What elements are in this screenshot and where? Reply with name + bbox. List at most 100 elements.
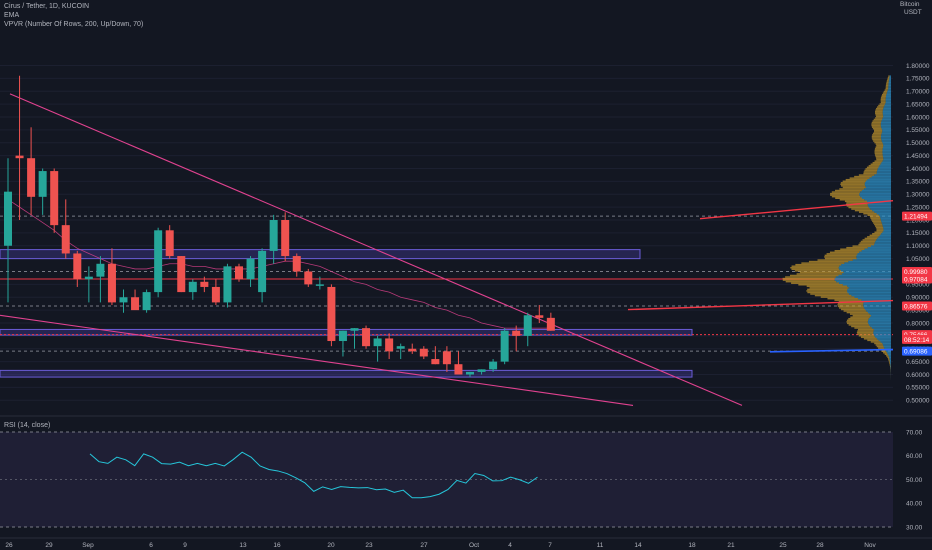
vpvr-bar-down (888, 358, 890, 360)
price-tick-label: 0.80000 (906, 320, 930, 327)
vpvr-bar-up (883, 344, 891, 346)
candle-body (4, 191, 12, 246)
vpvr-bar-down (824, 254, 857, 257)
candle-body (142, 292, 151, 311)
vpvr-bar-up (887, 89, 891, 91)
vpvr-bar-down (883, 90, 888, 93)
candle-body (431, 359, 440, 365)
vpvr-bar-up (889, 78, 891, 81)
vpvr-bar-down (867, 236, 879, 238)
candle (258, 248, 267, 303)
candle (454, 351, 463, 375)
candle-body (200, 281, 209, 287)
vpvr-bar-up (872, 209, 891, 212)
symbol-legend[interactable]: Cirus / Tether, 1D, KUCOIN (4, 3, 90, 10)
ray-line (699, 199, 894, 220)
vpvr-bar-up (887, 90, 891, 93)
ema-legend[interactable]: EMA (4, 12, 20, 19)
candle (188, 279, 197, 300)
candle (131, 289, 140, 311)
vpvr-bar-up (867, 311, 891, 314)
time-tick-label: 21 (727, 542, 735, 549)
price-tag-label: 0.86576 (904, 303, 928, 310)
vpvr-bar-down (864, 237, 878, 240)
rsi-tick-label: 40.00 (906, 501, 923, 508)
time-tick-label: 4 (508, 542, 512, 549)
price-tick-label: 0.90000 (906, 295, 930, 302)
vpvr-bar-up (865, 185, 891, 187)
vpvr-bar-up (882, 151, 891, 153)
trendlines (0, 93, 894, 406)
vpvr-bar-down (840, 308, 865, 311)
vpvr-bar-down (835, 189, 862, 192)
candle (235, 263, 243, 282)
candle-body (489, 361, 498, 370)
candle (61, 199, 70, 259)
vpvr-bar-up (883, 226, 891, 229)
price-axis: 1.80000 1.75000 1.70000 1.65000 1.60000 1.550… (900, 1, 930, 405)
vpvr-bar-up (864, 188, 891, 190)
vpvr-bar-up (881, 120, 891, 122)
vpvr-bar-up (886, 351, 891, 354)
vpvr-bar-down (839, 188, 865, 190)
time-tick-label: 14 (634, 542, 642, 549)
vpvr-bar-down (880, 101, 886, 104)
candle (96, 256, 105, 303)
vpvr-bar-down (860, 240, 876, 243)
vpvr-bar-up (883, 158, 891, 161)
vpvr-bar-down (870, 341, 881, 343)
axis-unit-top: Bitcoin (900, 1, 920, 8)
vpvr-bar-up (889, 358, 891, 360)
vpvr-bar-up (851, 294, 891, 297)
candle-body (15, 155, 24, 159)
candle-body (304, 271, 313, 285)
vpvr-bar-up (880, 121, 891, 124)
time-tick-label: 16 (273, 542, 281, 549)
vpvr-bar-down (871, 219, 881, 221)
vpvr-bar-down (875, 143, 884, 145)
vpvr-bar-down (875, 225, 883, 227)
vpvr-bar-down (801, 262, 845, 264)
candle-body (500, 330, 509, 362)
candle-body (246, 258, 255, 280)
price-tick-label: 1.60000 (906, 114, 930, 121)
vpvr-bar-up (888, 80, 891, 82)
vpvr-legend[interactable]: VPVR (Number Of Rows, 200, Up/Down, 70) (4, 21, 144, 28)
candle (350, 328, 359, 349)
vpvr-bar-up (880, 163, 891, 165)
vpvr-bar-down (875, 344, 884, 346)
vpvr-bar-up (877, 237, 891, 240)
vpvr-bar-up (881, 233, 891, 235)
time-tick-label: 13 (239, 542, 247, 549)
vpvr-bar-up (882, 131, 891, 133)
vpvr-bar-down (794, 270, 842, 272)
vpvr-bar-up (868, 324, 891, 326)
candle (50, 168, 59, 233)
vpvr-bar-down (854, 175, 872, 178)
vpvr-bar-up (881, 137, 891, 139)
vpvr-bar-up (878, 236, 891, 238)
vpvr-bar-down (858, 243, 875, 246)
vpvr-bar-down (876, 228, 884, 230)
vpvr-bar-down (846, 311, 868, 314)
vpvr-bar-up (880, 124, 891, 127)
vpvr-bar-up (844, 262, 891, 264)
price-tick-label: 1.40000 (906, 166, 930, 173)
vpvr-bar-down (854, 209, 873, 212)
vpvr-bar-down (880, 98, 886, 101)
vpvr-bar-down (830, 194, 860, 196)
candle-body (84, 276, 93, 280)
time-tick-label: 20 (327, 542, 335, 549)
candle-body (523, 315, 532, 336)
vpvr-bar-up (881, 127, 891, 130)
vpvr-bar-up (841, 270, 891, 272)
vpvr-bar-up (883, 144, 891, 147)
vpvr-bar-up (859, 192, 891, 195)
rsi-legend[interactable]: RSI (14, close) (4, 422, 51, 429)
ema-line (7, 199, 551, 329)
vpvr-bar-up (867, 205, 891, 207)
candle-body (258, 250, 267, 293)
vpvr-bar-up (882, 141, 891, 144)
